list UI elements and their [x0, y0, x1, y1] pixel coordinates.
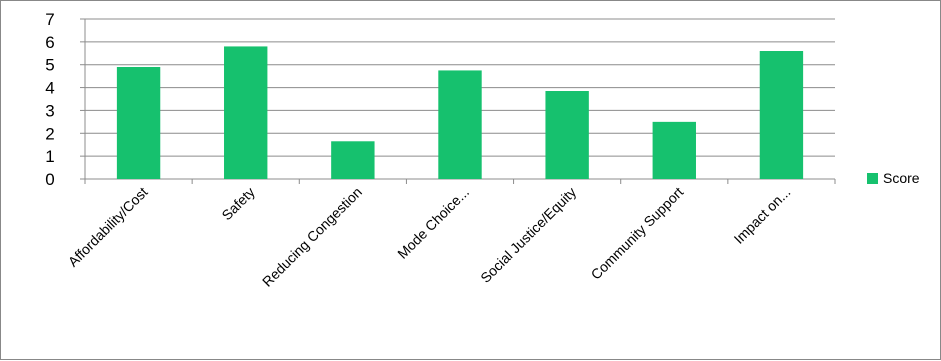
y-tick-label: 5 [45, 56, 54, 75]
y-tick-label: 4 [45, 79, 54, 98]
legend-swatch [867, 173, 878, 184]
x-category-label: Social Justice/Equity [477, 184, 579, 286]
bar-3 [331, 141, 375, 179]
legend-label: Score [883, 170, 920, 186]
bar-2 [224, 46, 268, 179]
x-category-label: Safety [218, 184, 257, 223]
x-category-label: Impact on... [731, 184, 794, 247]
x-category-label: Mode Choice... [394, 184, 472, 262]
bar-1 [116, 67, 161, 179]
y-tick-label: 3 [45, 101, 54, 120]
y-tick-label: 7 [45, 10, 54, 29]
y-tick-label: 2 [45, 124, 54, 143]
bar-5 [545, 91, 589, 179]
x-category-label: Reducing Congestion [259, 184, 365, 290]
bar-7 [759, 51, 804, 179]
x-category-label: Community Support [588, 184, 687, 283]
y-tick-label: 0 [45, 170, 54, 189]
x-category-label: Affordability/Cost [65, 184, 151, 270]
y-tick-label: 6 [45, 33, 54, 52]
bar-6 [652, 121, 696, 179]
y-tick-label: 1 [45, 147, 54, 166]
bar-4 [438, 70, 482, 179]
